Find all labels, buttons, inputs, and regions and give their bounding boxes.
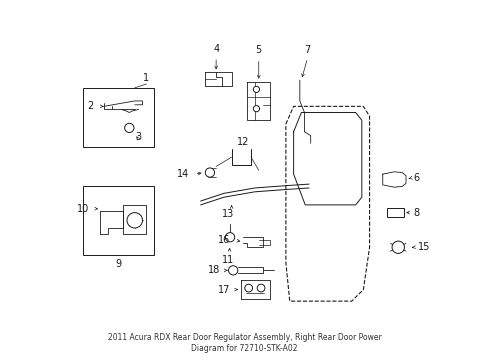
Circle shape xyxy=(253,105,259,112)
Text: 10: 10 xyxy=(77,204,89,214)
Text: 13: 13 xyxy=(221,209,233,219)
Bar xyxy=(82,186,154,255)
Text: 16: 16 xyxy=(217,235,230,244)
Circle shape xyxy=(127,213,142,228)
Text: 7: 7 xyxy=(304,45,310,55)
Bar xyxy=(82,88,154,147)
Text: 17: 17 xyxy=(217,285,230,294)
Text: 2011 Acura RDX Rear Door Regulator Assembly, Right Rear Door Power
Diagram for 7: 2011 Acura RDX Rear Door Regulator Assem… xyxy=(107,333,381,353)
Text: 15: 15 xyxy=(417,242,429,252)
Circle shape xyxy=(253,86,259,93)
Circle shape xyxy=(244,284,252,292)
Text: 4: 4 xyxy=(213,44,219,54)
Circle shape xyxy=(205,168,214,177)
Text: 5: 5 xyxy=(255,45,262,55)
Circle shape xyxy=(124,123,134,132)
Text: 1: 1 xyxy=(143,73,149,83)
Text: 2: 2 xyxy=(87,101,94,111)
Circle shape xyxy=(225,233,234,242)
Circle shape xyxy=(391,241,404,253)
Circle shape xyxy=(257,284,264,292)
Bar xyxy=(386,208,404,217)
Text: 11: 11 xyxy=(221,255,233,265)
Text: 8: 8 xyxy=(413,208,419,217)
Text: 3: 3 xyxy=(135,132,142,142)
Circle shape xyxy=(228,266,237,275)
Text: 12: 12 xyxy=(237,137,249,147)
Text: 18: 18 xyxy=(207,265,220,275)
Text: 9: 9 xyxy=(115,259,122,269)
Text: 14: 14 xyxy=(176,169,189,179)
Text: 6: 6 xyxy=(413,173,419,183)
